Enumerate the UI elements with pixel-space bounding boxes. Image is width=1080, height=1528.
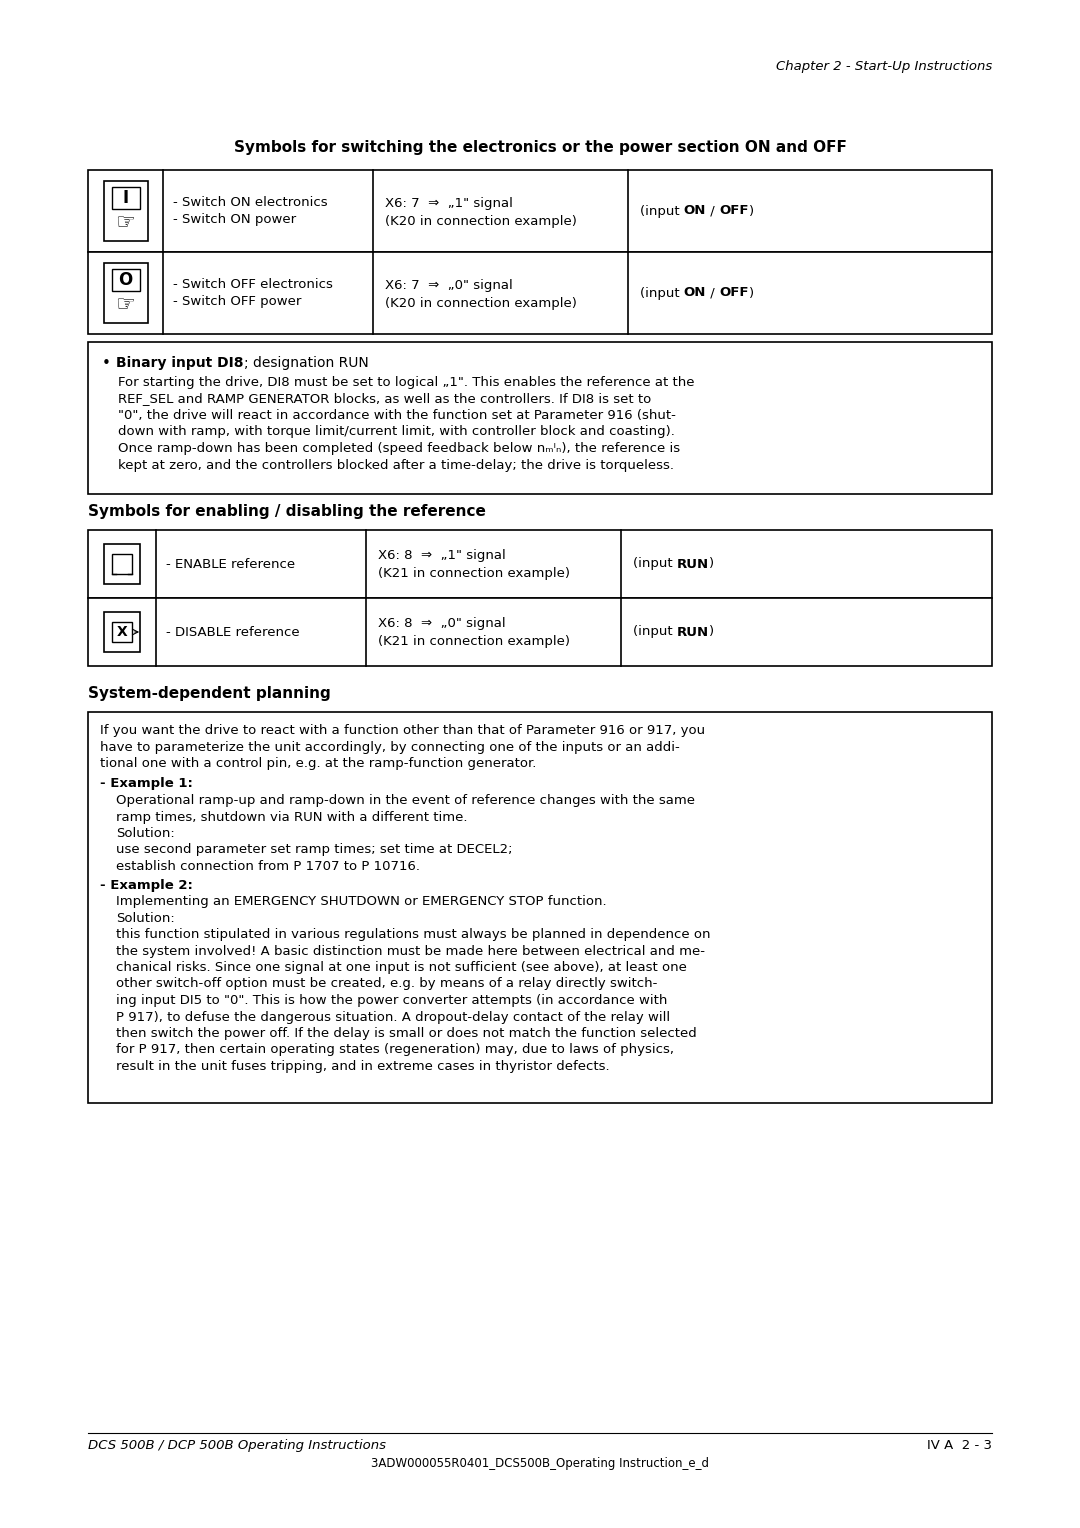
Text: ON: ON [684,205,706,217]
Text: ): ) [708,625,714,639]
Text: OFF: OFF [719,205,748,217]
Text: ): ) [748,205,754,217]
Bar [104,180,148,241]
Text: ; designation RUN: ; designation RUN [243,356,368,370]
Text: - DISABLE reference: - DISABLE reference [166,625,299,639]
Text: Implementing an EMERGENCY SHUTDOWN or EMERGENCY STOP function.: Implementing an EMERGENCY SHUTDOWN or EM… [116,895,607,908]
Text: O: O [119,270,133,289]
Text: - Switch OFF electronics: - Switch OFF electronics [173,278,333,292]
Text: ramp times, shutdown via RUN with a different time.: ramp times, shutdown via RUN with a diff… [116,810,468,824]
Text: Once ramp-down has been completed (speed feedback below nₘᴵₙ), the reference is: Once ramp-down has been completed (speed… [118,442,680,455]
Text: Solution:: Solution: [116,827,175,840]
Bar [112,622,132,642]
Bar [112,555,132,575]
Text: Binary input DI8: Binary input DI8 [116,356,243,370]
Text: RUN: RUN [677,625,708,639]
Text: Solution:: Solution: [116,912,175,924]
Text: - Example 2:: - Example 2: [100,879,193,891]
Text: - Switch OFF power: - Switch OFF power [173,295,301,307]
Text: use second parameter set ramp times; set time at DECEL2;: use second parameter set ramp times; set… [116,843,513,857]
Text: ON: ON [684,287,706,299]
Text: - Example 1:: - Example 1: [100,778,193,790]
Bar [104,613,140,652]
Text: •: • [102,356,111,371]
Text: 3ADW000055R0401_DCS500B_Operating Instruction_e_d: 3ADW000055R0401_DCS500B_Operating Instru… [372,1458,708,1470]
Text: RUN: RUN [677,558,708,570]
Text: then switch the power off. If the delay is small or does not match the function : then switch the power off. If the delay … [116,1027,697,1041]
Text: (input: (input [633,625,677,639]
Text: - ENABLE reference: - ENABLE reference [166,558,295,570]
Bar [87,712,993,1103]
Text: Operational ramp-up and ramp-down in the event of reference changes with the sam: Operational ramp-up and ramp-down in the… [116,795,696,807]
Bar [87,342,993,494]
Text: have to parameterize the unit accordingly, by connecting one of the inputs or an: have to parameterize the unit accordingl… [100,741,679,753]
Text: /: / [706,287,719,299]
Text: kept at zero, and the controllers blocked after a time-delay; the drive is torqu: kept at zero, and the controllers blocke… [118,458,674,472]
Text: (input: (input [640,287,684,299]
Text: (K21 in connection example): (K21 in connection example) [378,567,570,581]
Text: Symbols for switching the electronics or the power section ON and OFF: Symbols for switching the electronics or… [233,141,847,154]
Text: /: / [706,205,719,217]
Text: OFF: OFF [719,287,748,299]
Text: ing input DI5 to "0". This is how the power converter attempts (in accordance wi: ing input DI5 to "0". This is how the po… [116,995,667,1007]
Text: REF_SEL and RAMP GENERATOR blocks, as well as the controllers. If DI8 is set to: REF_SEL and RAMP GENERATOR blocks, as we… [118,393,651,405]
Text: System-dependent planning: System-dependent planning [87,686,330,701]
Text: tional one with a control pin, e.g. at the ramp-function generator.: tional one with a control pin, e.g. at t… [100,756,537,770]
Text: Symbols for enabling / disabling the reference: Symbols for enabling / disabling the ref… [87,504,486,520]
Text: result in the unit fuses tripping, and in extreme cases in thyristor defects.: result in the unit fuses tripping, and i… [116,1060,609,1073]
Text: X6: 8  ⇒  „1" signal: X6: 8 ⇒ „1" signal [378,550,505,562]
Text: P 917), to defuse the dangerous situation. A dropout-delay contact of the relay : P 917), to defuse the dangerous situatio… [116,1010,670,1024]
Text: Chapter 2 - Start-Up Instructions: Chapter 2 - Start-Up Instructions [775,60,993,73]
Text: X6: 8  ⇒  „0" signal: X6: 8 ⇒ „0" signal [378,617,505,631]
Text: ☞: ☞ [116,212,135,232]
Bar [111,269,139,290]
Text: (K20 in connection example): (K20 in connection example) [384,296,577,310]
Text: X: X [117,625,127,639]
Text: chanical risks. Since one signal at one input is not sufficient (see above), at : chanical risks. Since one signal at one … [116,961,687,973]
Text: other switch-off option must be created, e.g. by means of a relay directly switc: other switch-off option must be created,… [116,978,658,990]
Text: ): ) [748,287,754,299]
Text: DCS 500B / DCP 500B Operating Instructions: DCS 500B / DCP 500B Operating Instructio… [87,1439,386,1452]
Text: establish connection from P 1707 to P 10716.: establish connection from P 1707 to P 10… [116,860,420,872]
Text: - Switch ON electronics: - Switch ON electronics [173,196,327,209]
Text: this function stipulated in various regulations must always be planned in depend: this function stipulated in various regu… [116,927,711,941]
Bar [104,263,148,322]
Text: (input: (input [633,558,677,570]
Text: - Switch ON power: - Switch ON power [173,212,296,226]
Text: If you want the drive to react with a function other than that of Parameter 916 : If you want the drive to react with a fu… [100,724,705,736]
Text: (K20 in connection example): (K20 in connection example) [384,214,577,228]
Text: I: I [122,189,129,206]
Text: X6: 7  ⇒  „1" signal: X6: 7 ⇒ „1" signal [384,197,513,209]
Bar [111,186,139,209]
Bar [87,530,993,597]
Bar [87,597,993,666]
Text: the system involved! A basic distinction must be made here between electrical an: the system involved! A basic distinction… [116,944,705,958]
Bar [87,252,993,335]
Text: "0", the drive will react in accordance with the function set at Parameter 916 (: "0", the drive will react in accordance … [118,410,676,422]
Text: ): ) [708,558,714,570]
Text: (input: (input [640,205,684,217]
Bar [104,544,140,584]
Text: down with ramp, with torque limit/current limit, with controller block and coast: down with ramp, with torque limit/curren… [118,425,675,439]
Text: IV A  2 - 3: IV A 2 - 3 [927,1439,993,1452]
Bar [87,170,993,252]
Text: For starting the drive, DI8 must be set to logical „1". This enables the referen: For starting the drive, DI8 must be set … [118,376,694,390]
Text: X6: 7  ⇒  „0" signal: X6: 7 ⇒ „0" signal [384,278,513,292]
Text: (K21 in connection example): (K21 in connection example) [378,636,570,648]
Text: ☞: ☞ [116,295,135,315]
Text: for P 917, then certain operating states (regeneration) may, due to laws of phys: for P 917, then certain operating states… [116,1044,674,1056]
